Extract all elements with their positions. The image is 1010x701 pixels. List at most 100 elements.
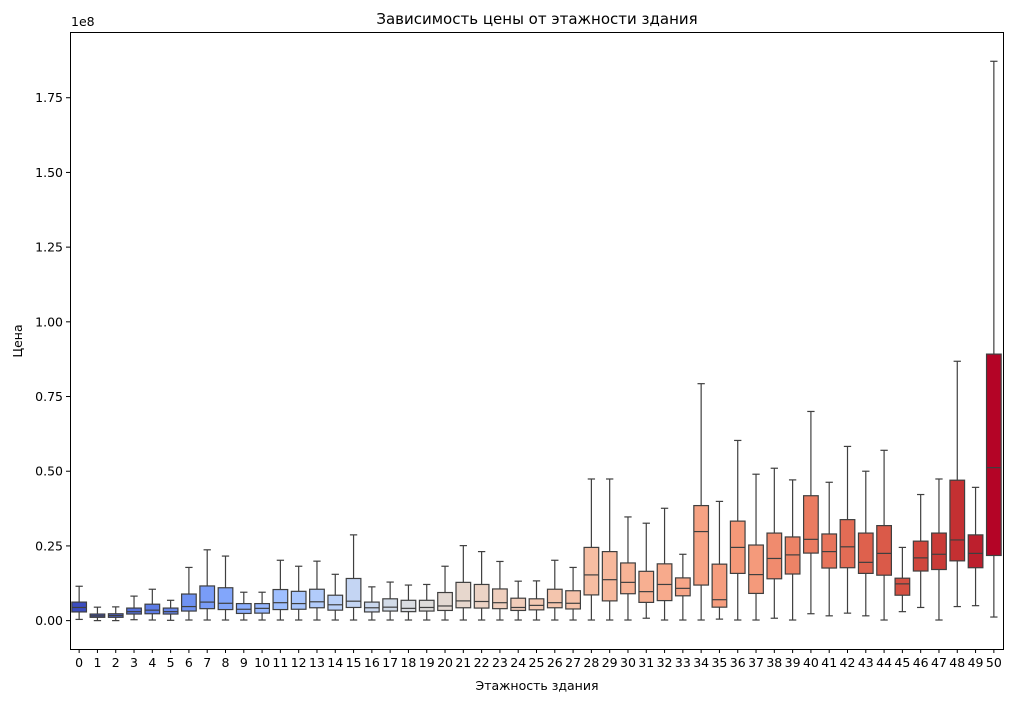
box-iqr — [345, 577, 362, 609]
box-iqr — [217, 587, 234, 611]
x-tick-label: 26 — [547, 655, 563, 670]
box-iqr — [473, 583, 490, 609]
y-axis-label: Цена — [10, 324, 25, 357]
box-iqr — [510, 597, 527, 612]
x-tick-label: 6 — [185, 655, 193, 670]
box-iqr — [894, 577, 911, 596]
box-iqr — [199, 585, 216, 610]
box-iqr — [711, 563, 728, 608]
box-floor-50 — [985, 60, 1002, 618]
box-iqr — [748, 544, 764, 595]
y-axis-multiplier: 1e8 — [71, 14, 95, 29]
box-iqr — [674, 577, 691, 597]
box-iqr — [839, 519, 856, 569]
box-iqr — [656, 563, 673, 602]
box-floor-5 — [162, 599, 179, 621]
x-tick-label: 30 — [620, 655, 636, 670]
x-tick-label: 48 — [949, 655, 965, 670]
x-tick-label: 11 — [272, 655, 288, 670]
x-tick-label: 17 — [382, 655, 398, 670]
box-iqr — [235, 602, 252, 615]
x-tick-label: 19 — [419, 655, 435, 670]
box-iqr — [363, 601, 380, 613]
box-floor-15 — [345, 534, 362, 621]
y-tick-label: 0.00 — [35, 613, 63, 628]
box-floor-1 — [89, 606, 106, 622]
x-tick-label: 38 — [766, 655, 782, 670]
chart-title: Зависимость цены от этажности здания — [376, 10, 697, 28]
x-tick-label: 27 — [565, 655, 581, 670]
box-floor-3 — [126, 595, 142, 621]
x-tick-label: 4 — [148, 655, 156, 670]
x-tick-label: 0 — [75, 655, 83, 670]
x-tick-label: 44 — [876, 655, 892, 670]
box-floor-10 — [254, 591, 271, 621]
box-iqr — [455, 581, 472, 609]
box-iqr — [985, 353, 1002, 557]
box-iqr — [931, 532, 947, 571]
box-floor-16 — [363, 586, 380, 621]
box-iqr — [272, 588, 289, 611]
box-floor-20 — [437, 565, 453, 621]
box-iqr — [912, 540, 929, 572]
box-floor-23 — [491, 560, 508, 621]
box-floor-7 — [199, 549, 216, 621]
y-tick-label: 0.75 — [35, 389, 63, 404]
x-tick-label: 20 — [437, 655, 453, 670]
x-tick-label: 5 — [167, 655, 175, 670]
box-floor-45 — [894, 546, 911, 613]
box-floor-48 — [949, 360, 966, 608]
box-floor-22 — [473, 550, 490, 621]
box-floor-9 — [235, 591, 252, 621]
box-iqr — [327, 594, 344, 611]
x-tick-label: 49 — [968, 655, 984, 670]
box-iqr — [400, 599, 417, 613]
box-iqr — [949, 479, 966, 562]
box-floor-35 — [711, 500, 728, 620]
x-tick-label: 12 — [291, 655, 307, 670]
plot-area — [71, 60, 1002, 622]
box-floor-19 — [418, 583, 435, 621]
y-tick-label: 0.50 — [35, 464, 63, 479]
box-iqr — [583, 546, 600, 596]
x-tick-label: 22 — [474, 655, 490, 670]
x-tick-label: 42 — [840, 655, 856, 670]
box-floor-24 — [510, 580, 527, 621]
x-tick-label: 45 — [894, 655, 910, 670]
box-floor-25 — [528, 580, 545, 621]
x-tick-label: 47 — [931, 655, 947, 670]
x-tick-label: 32 — [657, 655, 673, 670]
box-floor-34 — [693, 383, 710, 621]
x-tick-label: 21 — [455, 655, 471, 670]
box-iqr — [437, 591, 453, 612]
x-tick-label: 29 — [602, 655, 618, 670]
box-floor-29 — [601, 478, 618, 621]
box-floor-39 — [784, 479, 801, 621]
box-floor-49 — [967, 486, 984, 607]
x-tick-label: 33 — [675, 655, 691, 670]
box-iqr — [565, 590, 582, 610]
x-tick-label: 9 — [240, 655, 248, 670]
box-iqr — [693, 504, 710, 586]
box-floor-8 — [217, 555, 234, 621]
x-tick-label: 1 — [93, 655, 101, 670]
x-tick-label: 39 — [785, 655, 801, 670]
box-iqr — [418, 599, 435, 612]
box-iqr — [601, 550, 618, 602]
y-tick-label: 0.25 — [35, 538, 63, 553]
box-iqr — [857, 532, 874, 575]
x-tick-label: 37 — [748, 655, 764, 670]
x-tick-label: 2 — [112, 655, 120, 670]
box-floor-30 — [620, 516, 636, 621]
y-tick-label: 1.75 — [35, 90, 63, 105]
box-floor-43 — [857, 470, 874, 617]
box-floor-33 — [674, 553, 691, 621]
box-floor-4 — [144, 588, 161, 621]
box-floor-2 — [107, 606, 124, 622]
x-tick-label: 13 — [309, 655, 325, 670]
box-iqr — [546, 588, 563, 609]
x-axis: 0 1 2 3 4 5 6 7 8 9 10 11 12 13 14 15 16 17 18 19 20 21 22 23 24… — [75, 649, 1002, 670]
box-floor-14 — [327, 573, 344, 621]
box-iqr — [967, 534, 984, 569]
